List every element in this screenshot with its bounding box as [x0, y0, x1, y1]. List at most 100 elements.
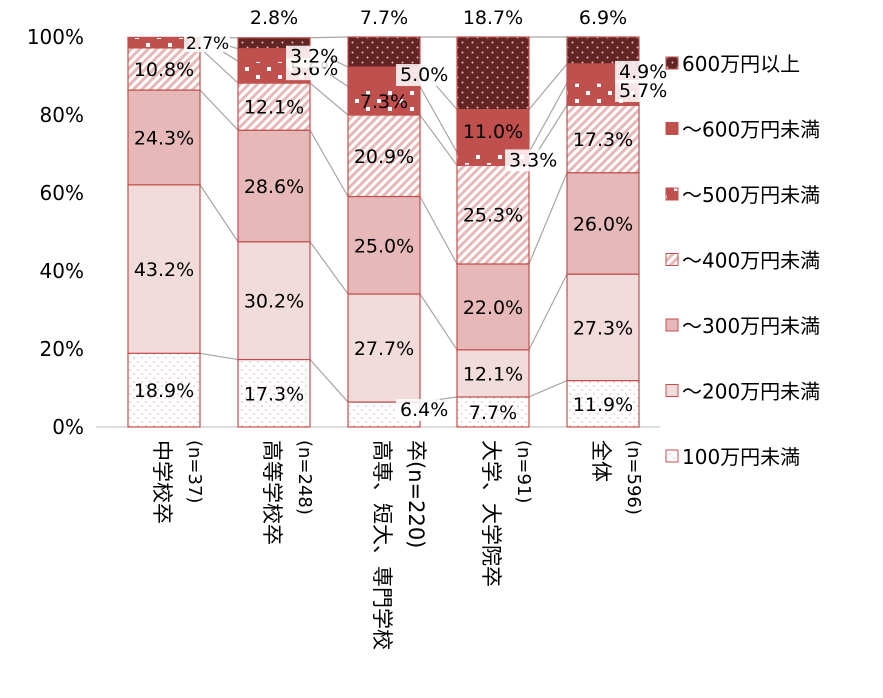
bar-segment [566, 379, 640, 428]
data-label: 11.9% [573, 394, 633, 416]
series-line [309, 129, 349, 197]
data-label: 43.2% [134, 259, 194, 281]
series-line [309, 241, 349, 295]
data-label: 17.3% [573, 129, 633, 151]
data-label: 24.3% [134, 127, 194, 149]
bar-segment [456, 396, 530, 428]
category-label: 中学校卒 [150, 440, 174, 524]
series-line [199, 47, 239, 84]
category-label: (n=37) [184, 440, 205, 503]
category-label: (n=248) [294, 440, 315, 515]
series-line [528, 273, 568, 351]
label-background [286, 45, 330, 68]
series-line [199, 352, 239, 361]
data-label: 27.7% [354, 338, 414, 360]
data-label: 18.9% [134, 380, 194, 402]
top-label: 18.7% [463, 7, 523, 29]
bar-segment [347, 114, 421, 198]
series-lines [199, 36, 568, 403]
bar-segment [347, 293, 421, 403]
data-label: 30.2% [244, 291, 304, 313]
legend-swatch [665, 187, 679, 201]
legend: 600万円以上 ～600万円未満 ～500万円未満 ～400万円未満 ～300万円未満 ～… [665, 52, 820, 469]
legend-label: ～500万円未満 [682, 183, 820, 207]
data-label: 3.2% [290, 46, 338, 68]
data-label: 5.7% [619, 80, 667, 102]
series-line [419, 86, 458, 153]
bar-segment [237, 358, 311, 428]
data-label: 7.3% [360, 91, 408, 113]
y-tick-label: 100% [27, 25, 84, 49]
data-labels: 18.9% 43.2% 24.3% 10.8% 17.3% 30.2% 28.6% 12.1%… [134, 7, 667, 424]
series-line [528, 63, 568, 110]
bar-segment [127, 89, 201, 186]
legend-label: 100万円未満 [682, 445, 800, 469]
label-background [184, 32, 230, 52]
series-line [419, 114, 458, 166]
legend-label: ～600万円未満 [682, 118, 820, 142]
label-background [396, 399, 440, 422]
data-label: 3.3% [509, 149, 557, 171]
data-label: 22.0% [463, 297, 523, 319]
label-background [615, 80, 659, 103]
series-line [309, 359, 349, 403]
bar-segment [127, 352, 201, 428]
data-label: 17.3% [244, 383, 304, 405]
bar-segment [347, 36, 421, 68]
bar-segment [237, 37, 311, 50]
data-label: 25.3% [463, 205, 523, 227]
data-label: 12.1% [244, 97, 304, 119]
y-tick-label: 0% [52, 415, 84, 439]
category-label: 高等学校卒 [260, 440, 284, 545]
legend-swatch [665, 122, 679, 135]
bar-segment [566, 273, 640, 382]
data-label: 4.9% [619, 61, 667, 83]
bar-segment [237, 82, 311, 131]
series-line [419, 196, 458, 265]
data-label: 7.7% [469, 402, 517, 424]
bar-segment [347, 85, 421, 116]
category-label: 高専、短大、専門学校 [370, 440, 394, 650]
series-line [199, 184, 239, 243]
data-label: 28.6% [244, 176, 304, 198]
series-line [528, 380, 568, 398]
bar-segment [456, 36, 530, 111]
data-label: 26.0% [573, 213, 633, 235]
bar-segment [127, 47, 201, 91]
y-tick-label: 40% [40, 259, 84, 283]
series-line [309, 82, 349, 116]
x-axis-labels: 中学校卒 (n=37) 高等学校卒 (n=248) 高専、短大、専門学校 卒(n=220)… [150, 440, 644, 650]
legend-label: ～300万円未満 [682, 314, 820, 338]
series-line [419, 293, 458, 351]
y-tick-label: 20% [40, 337, 84, 361]
series-line [528, 82, 568, 153]
data-label: 27.3% [573, 317, 633, 339]
bar-segment [237, 241, 311, 361]
legend-swatch [665, 318, 679, 332]
y-tick-label: 60% [40, 181, 84, 205]
label-background [505, 149, 549, 172]
data-label-extra: 2.7% [186, 34, 229, 54]
data-label: 20.9% [354, 146, 414, 168]
legend-swatch [665, 384, 679, 397]
legend-swatch [665, 449, 679, 463]
series-line [199, 89, 239, 131]
bar-segment [456, 349, 530, 398]
bar-segment [456, 164, 530, 265]
data-label: 5.0% [400, 64, 448, 86]
legend-swatch [665, 56, 679, 70]
data-label: 12.1% [463, 363, 523, 385]
series-line [528, 172, 568, 265]
bar-segment [127, 184, 201, 354]
top-label: 7.7% [360, 7, 408, 29]
bar-segment [566, 104, 640, 174]
legend-swatch [665, 253, 679, 266]
category-label: 全体 [589, 440, 613, 482]
legend-label: ～200万円未満 [682, 380, 820, 404]
series-line [309, 36, 349, 39]
bar-segment [456, 108, 530, 154]
legend-label: 600万円以上 [682, 52, 800, 76]
data-label: 10.8% [134, 59, 194, 81]
category-label: 卒(n=220) [404, 440, 428, 548]
